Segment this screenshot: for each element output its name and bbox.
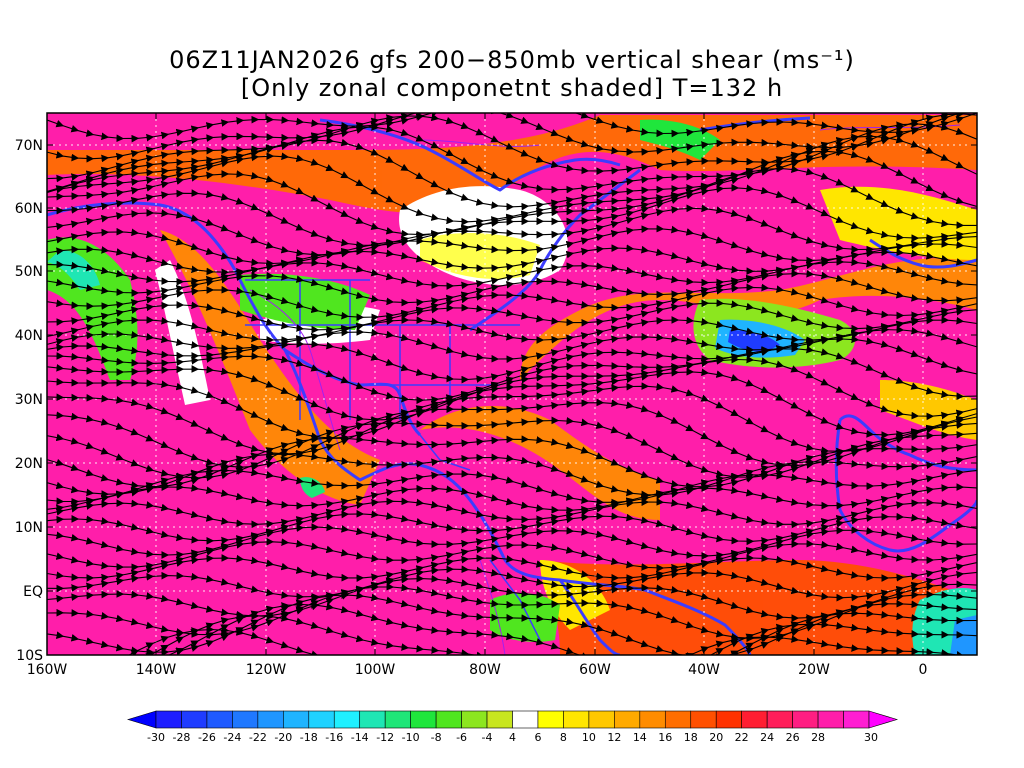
colorbar-label: -16 [325,731,343,744]
map-plot-area [47,113,977,655]
colorbar-swatch [792,710,819,729]
colorbar-label: 6 [534,731,541,744]
colorbar-swatch [614,710,641,729]
lat-tick-label: 40N [15,328,43,344]
chart-title-line-1: 06Z11JAN2026 gfs 200−850mb vertical shea… [169,46,855,74]
streamline [55,625,965,655]
lon-tick-label: 100W [355,662,396,678]
plot-frame [46,112,978,656]
colorbar-label: -10 [402,731,420,744]
colorbar-swatch [410,710,437,729]
colorbar-label: -4 [482,731,493,744]
longitude-axis: 160W 140W 120W 100W 80W 60W 40W 20W 0 [27,113,928,678]
colorbar-label: 10 [582,731,596,744]
lat-tick-label: 10N [15,520,43,536]
colorbar-label: 28 [811,731,825,744]
colorbar-swatch [741,710,768,729]
colorbar-label: -28 [172,731,190,744]
colorbar-label: -12 [376,731,394,744]
colorbar-label: 8 [560,731,567,744]
colorbar-high-arrow [868,710,899,729]
colorbar-label: 16 [658,731,672,744]
colorbar-label: -22 [249,731,267,744]
colorbar-swatch [232,710,259,729]
lon-tick-label: 120W [246,662,287,678]
colorbar-label: -26 [198,731,216,744]
colorbar-swatch [512,710,539,729]
colorbar-label: -18 [300,731,318,744]
lat-tick-label: 70N [15,138,43,154]
latitude-axis: 70N 60N 50N 40N 30N 20N 10N EQ 10S [15,138,977,664]
colorbar-label: 4 [509,731,516,744]
colorbar-swatch [384,710,411,729]
colorbar-swatch [588,710,615,729]
colorbar-label: -6 [456,731,467,744]
colorbar-low-arrow [126,710,157,729]
lat-tick-label: 50N [15,264,43,280]
lon-tick-label: 20W [798,662,830,678]
colorbar-swatch [639,710,666,729]
colorbar-label: -24 [223,731,241,744]
colorbar: -30 -28 -26 -24 -22 -20 -18 -16 -14 -12 -10 -8 -6 -4 4… [126,710,899,744]
colorbar-swatch [817,710,844,729]
colorbar-label: 22 [735,731,749,744]
lon-tick-label: 0 [919,662,928,678]
lon-tick-label: 40W [688,662,720,678]
lat-tick-label: 30N [15,392,43,408]
lat-tick-label: EQ [23,584,43,600]
colorbar-label: 20 [709,731,723,744]
colorbar-swatch [359,710,386,729]
colorbar-swatch [257,710,284,729]
colorbar-label: -20 [274,731,292,744]
lon-tick-label: 80W [469,662,501,678]
colorbar-swatch [283,710,310,729]
colorbar-swatch [715,710,742,729]
lat-tick-label: 20N [15,456,43,472]
lon-tick-label: 160W [27,662,68,678]
colorbar-swatch [308,710,335,729]
colorbar-swatch [563,710,590,729]
colorbar-label: 18 [684,731,698,744]
lat-tick-label: 60N [15,201,43,217]
colorbar-swatch [843,710,870,729]
shear-streamlines [47,113,977,655]
streamline [47,537,977,572]
colorbar-label: 12 [607,731,621,744]
colorbar-swatch [766,710,793,729]
colorbar-swatch [690,710,717,729]
colorbar-label: 14 [633,731,647,744]
colorbar-swatch [155,710,182,729]
colorbar-label: -30 [147,731,165,744]
colorbar-label: 24 [760,731,774,744]
colorbar-swatch [486,710,513,729]
colorbar-swatch [206,710,233,729]
streamline [47,466,977,507]
colorbar-swatch [664,710,692,729]
colorbar-swatch [181,710,208,729]
lon-tick-label: 140W [136,662,177,678]
lat-tick-label: 10S [16,648,43,664]
chart-title-line-2: [Only zonal componetnt shaded] T=132 h [240,74,784,102]
colorbar-label: -14 [351,731,369,744]
colorbar-label: 26 [786,731,800,744]
colorbar-swatch [461,710,488,729]
colorbar-swatch [333,710,361,729]
colorbar-swatch [537,710,564,729]
colorbar-swatch [435,710,462,729]
lon-tick-label: 60W [579,662,611,678]
colorbar-label: 30 [864,731,878,744]
colorbar-label: -8 [431,731,442,744]
